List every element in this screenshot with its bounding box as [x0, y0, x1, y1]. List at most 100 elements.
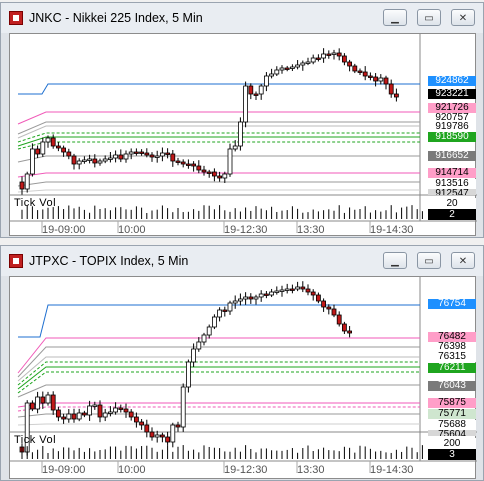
- volume-current: 2: [428, 209, 476, 220]
- app-icon: [9, 11, 23, 25]
- candle-body: [175, 424, 181, 428]
- candle-body: [331, 308, 337, 316]
- level-line: [17, 384, 420, 398]
- candle-body: [248, 296, 254, 300]
- candle-body: [139, 151, 145, 154]
- candle-body: [29, 402, 35, 410]
- volume-scale-max: 20: [428, 198, 476, 209]
- resistance-line: [18, 304, 420, 338]
- candle-body: [123, 408, 129, 413]
- candle-body: [362, 71, 368, 77]
- candle-body: [76, 412, 82, 420]
- candle-body: [97, 404, 103, 418]
- candle-body: [326, 306, 332, 310]
- price-tag: 75875: [428, 398, 476, 408]
- candle-body: [175, 160, 181, 163]
- candle-body: [295, 286, 301, 290]
- price-tag: 913516: [428, 179, 476, 189]
- restore-button[interactable]: ▭: [417, 252, 441, 269]
- candle-body: [310, 57, 316, 63]
- price-tag: 76043: [428, 381, 476, 391]
- price-tag: 920757: [428, 113, 476, 123]
- minimize-icon: ▁: [391, 256, 399, 267]
- level-line: [17, 371, 420, 394]
- candle-body: [227, 302, 233, 312]
- close-icon: ✕: [458, 13, 468, 24]
- candle-body: [134, 416, 139, 423]
- candle-body: [35, 148, 41, 155]
- candlestick-plot[interactable]: [10, 277, 477, 480]
- candle-body: [243, 85, 249, 123]
- candle-body: [40, 396, 46, 404]
- candle-body: [56, 409, 61, 418]
- candle-body: [35, 396, 41, 410]
- window-title: JNKC - Nikkei 225 Index, 5 Min: [29, 11, 203, 25]
- candle-body: [237, 121, 243, 147]
- candle-body: [373, 76, 379, 82]
- title-bar: JNKC - Nikkei 225 Index, 5 Min ▁ ▭ ✕: [1, 3, 483, 33]
- candle-body: [76, 160, 82, 165]
- tick-vol-label: Tick Vol: [14, 434, 57, 446]
- candle-body: [71, 413, 77, 420]
- candle-body: [24, 173, 30, 190]
- candle-body: [237, 298, 243, 302]
- candle-body: [201, 169, 207, 173]
- candle-body: [56, 145, 61, 149]
- price-chart[interactable]: 924862 923221 921726 920757 919786 91859…: [9, 33, 477, 237]
- price-tag: 923221: [428, 89, 476, 99]
- price-chart[interactable]: 76754 76482 76398 76315 76211 76043 7587…: [9, 276, 477, 480]
- restore-button[interactable]: ▭: [417, 9, 441, 26]
- candle-body: [139, 421, 145, 426]
- close-button[interactable]: ✕: [451, 9, 475, 26]
- candle-body: [388, 83, 394, 95]
- candle-body: [66, 413, 72, 420]
- candle-body: [108, 157, 113, 160]
- candle-body: [305, 288, 311, 293]
- candle-body: [61, 416, 66, 420]
- minimize-button[interactable]: ▁: [383, 9, 407, 26]
- candle-body: [378, 77, 384, 82]
- candle-body: [227, 148, 233, 175]
- close-button[interactable]: ✕: [451, 252, 475, 269]
- candle-body: [45, 137, 51, 143]
- title-bar: JTPXC - TOPIX Index, 5 Min ▁ ▭ ✕: [1, 246, 483, 276]
- candle-body: [165, 436, 171, 443]
- candle-body: [289, 66, 295, 69]
- price-tag: 76211: [428, 363, 476, 373]
- minimize-button[interactable]: ▁: [383, 252, 407, 269]
- candle-body: [108, 411, 113, 414]
- restore-icon: ▭: [424, 256, 434, 267]
- candle-body: [305, 61, 311, 64]
- candle-body: [217, 309, 223, 318]
- candlestick-plot[interactable]: [10, 34, 477, 237]
- candle-body: [279, 67, 285, 71]
- candle-body: [211, 316, 217, 328]
- level-line: [17, 189, 420, 193]
- candle-body: [118, 407, 124, 410]
- candle-body: [284, 67, 290, 70]
- candle-body: [336, 314, 342, 325]
- level-line: [17, 121, 420, 135]
- candle-body: [87, 158, 92, 161]
- time-label: 19-12:30: [224, 224, 268, 236]
- candle-body: [45, 394, 51, 404]
- level-line: [17, 155, 420, 163]
- candle-body: [201, 334, 207, 343]
- candle-body: [263, 75, 269, 87]
- time-label: 19-09:00: [42, 464, 86, 476]
- resistance-line: [18, 83, 420, 95]
- level-line: [17, 366, 420, 390]
- time-label: 13:30: [297, 224, 325, 236]
- level-line: [17, 356, 420, 382]
- level-line: [17, 111, 420, 125]
- chart-window-topix: JTPXC - TOPIX Index, 5 Min ▁ ▭ ✕ 76754 7…: [0, 245, 484, 481]
- candle-body: [50, 394, 56, 411]
- candle-body: [144, 152, 150, 156]
- volume-current: 3: [428, 449, 476, 460]
- level-line: [17, 423, 420, 426]
- price-tag: 916652: [428, 151, 476, 161]
- candle-body: [196, 341, 202, 350]
- candle-body: [383, 77, 389, 85]
- price-tag: 75688: [428, 420, 476, 430]
- candle-body: [118, 154, 124, 160]
